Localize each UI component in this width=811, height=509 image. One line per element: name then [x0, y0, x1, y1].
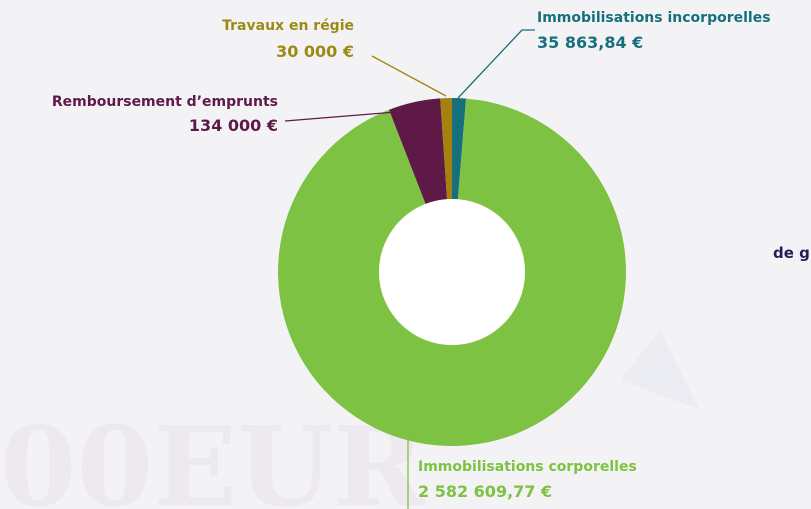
donut-hole: [379, 199, 525, 345]
slice-value: 35 863,84 €: [537, 33, 643, 52]
svg-text:00EUR: 00EUR: [0, 402, 426, 509]
leader-line: [284, 111, 397, 122]
slice-label: Travaux en régie: [222, 18, 354, 34]
slice: [440, 98, 452, 200]
slice-label: Immobilisations incorporelles: [537, 10, 771, 26]
slice-label: Immobilisations corporelles: [418, 459, 637, 475]
slice: [389, 98, 448, 204]
slice: [278, 98, 626, 447]
slice-value: 30 000 €: [276, 42, 354, 61]
annotation: de g: [773, 244, 810, 262]
slice-value: 134 000 €: [189, 116, 278, 135]
leader-line: [371, 55, 447, 97]
leader-line: [457, 29, 535, 99]
slice: [452, 98, 467, 200]
slice-label: Remboursement d’emprunts: [52, 94, 278, 110]
slice-value: 2 582 609,77 €: [418, 482, 552, 501]
